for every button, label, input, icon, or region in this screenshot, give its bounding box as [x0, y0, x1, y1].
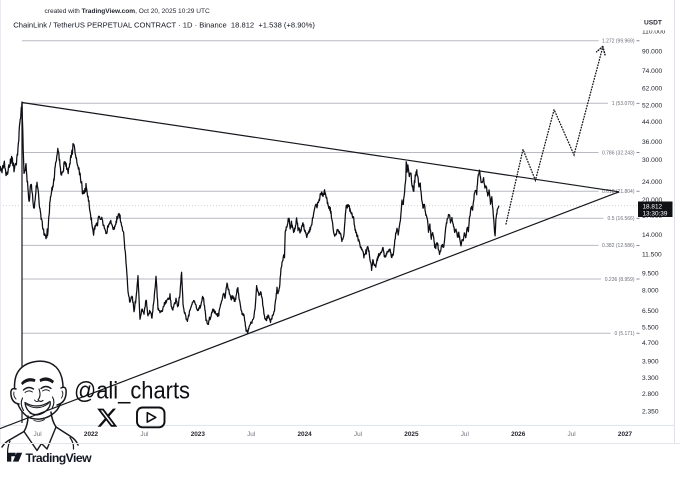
svg-text:3.300: 3.300	[642, 375, 659, 382]
svg-text:2026: 2026	[511, 431, 526, 438]
svg-text:11.500: 11.500	[642, 252, 662, 259]
svg-text:0.382 (12.586): 0.382 (12.586)	[602, 243, 635, 249]
svg-text:62.000: 62.000	[642, 85, 663, 92]
svg-text:2024: 2024	[297, 431, 312, 438]
svg-text:1 (53.070): 1 (53.070)	[612, 101, 635, 107]
svg-text:Jul: Jul	[568, 431, 576, 438]
svg-text:110.000: 110.000	[642, 29, 666, 36]
svg-text:20.000: 20.000	[642, 197, 663, 204]
svg-text:74.000: 74.000	[642, 68, 663, 75]
svg-text:USDT: USDT	[644, 20, 662, 27]
svg-text:Jul: Jul	[354, 431, 362, 438]
svg-text:ChainLink / TetherUS PERPETUAL: ChainLink / TetherUS PERPETUAL CONTRACT …	[13, 21, 315, 30]
svg-text:9.500: 9.500	[642, 271, 659, 278]
svg-text:14.000: 14.000	[642, 232, 663, 239]
svg-text:Jul: Jul	[461, 431, 469, 438]
svg-text:@ali_charts: @ali_charts	[74, 378, 190, 405]
svg-text:90.000: 90.000	[642, 49, 663, 56]
svg-text:TradingView: TradingView	[26, 451, 93, 465]
svg-text:2027: 2027	[618, 431, 633, 438]
svg-text:5.500: 5.500	[642, 324, 659, 331]
svg-text:30.000: 30.000	[642, 157, 663, 164]
svg-text:Jul: Jul	[247, 431, 255, 438]
svg-text:0.236 (8.959): 0.236 (8.959)	[605, 277, 635, 283]
svg-text:13:30:39: 13:30:39	[643, 211, 668, 218]
svg-text:Jul: Jul	[140, 431, 148, 438]
svg-text:2022: 2022	[84, 431, 99, 438]
svg-text:4.700: 4.700	[642, 340, 659, 347]
svg-text:2.800: 2.800	[642, 391, 659, 398]
svg-text:Jul: Jul	[34, 431, 42, 438]
svg-text:52.000: 52.000	[642, 103, 663, 110]
svg-text:24.000: 24.000	[642, 179, 663, 186]
svg-text:0 (5.171): 0 (5.171)	[614, 331, 634, 337]
svg-text:2025: 2025	[404, 431, 419, 438]
svg-text:1.272 (99.969): 1.272 (99.969)	[602, 39, 635, 45]
svg-text:8.000: 8.000	[642, 287, 659, 294]
svg-text:18.812: 18.812	[643, 204, 663, 211]
svg-text:2023: 2023	[191, 431, 206, 438]
svg-text:36.000: 36.000	[642, 139, 663, 146]
svg-text:3.900: 3.900	[642, 358, 659, 365]
svg-text:0.5 (16.566): 0.5 (16.566)	[608, 216, 635, 222]
svg-text:created with TradingView.com,: created with TradingView.com, Oct 20, 20…	[45, 8, 210, 15]
svg-text:6.500: 6.500	[642, 308, 659, 315]
svg-text:44.000: 44.000	[642, 119, 663, 126]
svg-text:2.350: 2.350	[642, 408, 659, 415]
svg-text:0.786 (32.243): 0.786 (32.243)	[602, 150, 635, 156]
